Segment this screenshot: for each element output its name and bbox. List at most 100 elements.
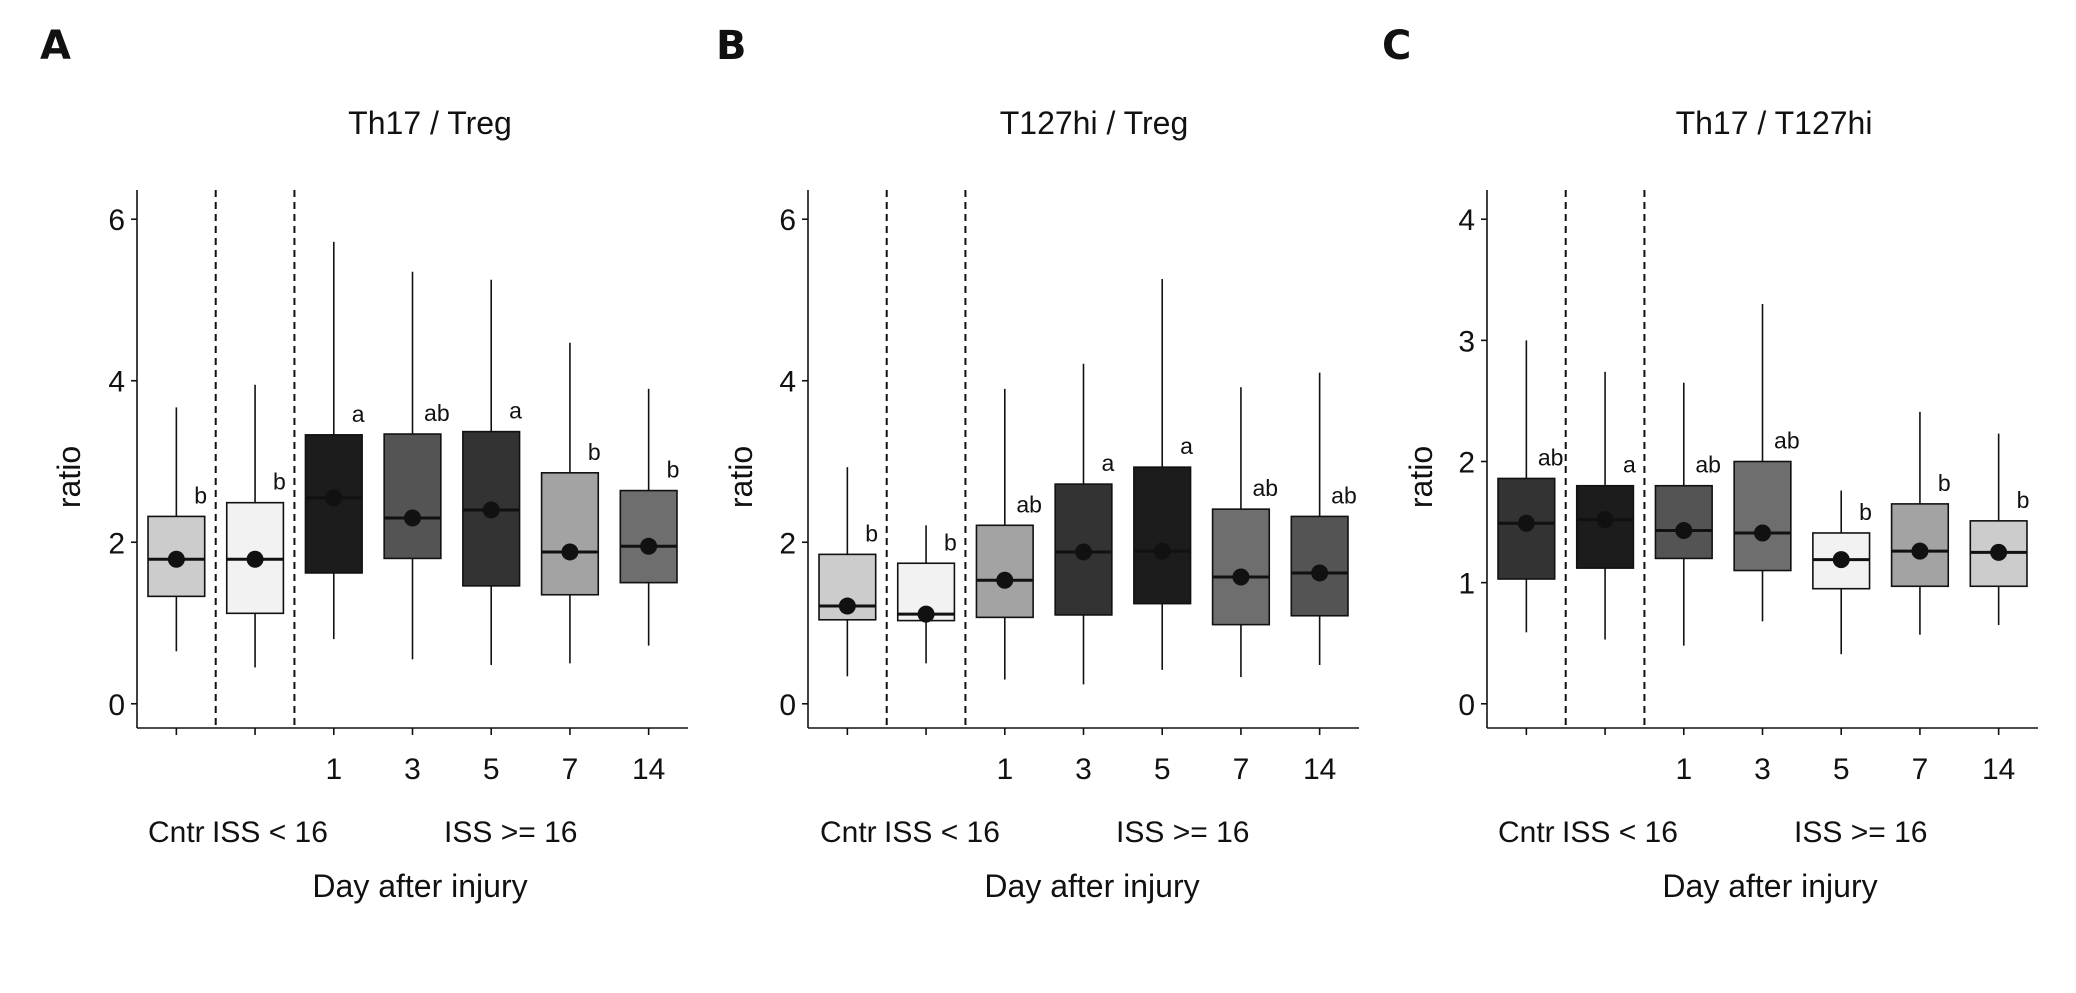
y-tick-label: 4 [108,366,125,399]
iqr-box [1211,508,1271,626]
y-tick-label: 0 [108,689,125,722]
significance-label: ab [1774,428,1800,454]
box-plot: ab [383,271,450,660]
mean-point [1675,522,1693,540]
y-tick-label: 6 [108,204,125,237]
significance-label: a [352,401,365,427]
x-tick-label: 7 [562,753,579,786]
significance-label: a [509,398,522,424]
box-plot: a [1054,363,1114,685]
x-tick-label: 3 [404,753,421,786]
significance-label: ab [1252,475,1278,501]
y-tick-label: 0 [779,689,796,722]
group-label-control: Cntr [1498,816,1555,849]
iqr-box [619,489,678,584]
x-axis-label: Day after injury [984,868,1199,904]
significance-label: ab [1331,482,1357,508]
mean-point [1153,542,1171,560]
box-plot: a [462,279,522,666]
significance-label: a [1623,452,1636,478]
panel-title: T127hi / Treg [1000,105,1189,141]
y-axis-label: ratio [723,446,759,508]
mean-point [1075,543,1092,561]
box-plot: b [619,388,679,646]
mean-point [404,509,421,527]
significance-label: a [1180,433,1193,459]
box-plot: ab [1654,382,1721,646]
mean-point [1517,514,1535,532]
group-label-minor: ISS < 16 [884,816,1000,849]
mean-point [1754,524,1771,542]
box-plot: ab [975,388,1042,680]
y-tick-label: 2 [108,527,125,560]
significance-label: b [273,469,286,495]
y-axis-label: ratio [1403,446,1439,508]
box-plot: a [1575,371,1636,640]
box-plot: ab [1211,387,1278,678]
box-plot: ab [1733,304,1800,622]
y-tick-label: 4 [1458,204,1475,237]
mean-point [561,543,579,561]
mean-point [1232,568,1250,586]
x-axis-label: Day after injury [1662,868,1877,904]
y-tick-label: 3 [1458,325,1475,358]
mean-point [1311,564,1329,582]
x-tick-label: 1 [1675,753,1692,786]
y-tick-label: 0 [1458,689,1475,722]
group-label-major: ISS >= 16 [444,816,577,849]
panel-letter: C [1382,23,1411,69]
x-tick-label: 5 [1833,753,1850,786]
x-tick-label: 7 [1233,753,1250,786]
panel-title: Th17 / T127hi [1676,105,1873,141]
y-tick-label: 1 [1458,568,1475,601]
x-axis-label: Day after injury [312,868,527,904]
plot-area: 0 1 2 3 4 1 3 5 7 14 ab a ab ab b b b [1458,190,2038,786]
x-tick-label: 14 [632,753,665,786]
group-label-minor: ISS < 16 [212,816,328,849]
x-tick-label: 3 [1754,753,1771,786]
mean-point [325,489,343,507]
significance-label: ab [424,400,450,426]
iqr-box [383,433,442,560]
mean-point [1990,543,2008,561]
mean-point [167,550,185,568]
group-label-control: Cntr [148,816,205,849]
group-label-minor: ISS < 16 [1562,816,1678,849]
iqr-box [1133,466,1192,605]
mean-point [996,571,1014,589]
group-label-major: ISS >= 16 [1116,816,1249,849]
box-plot: ab [1290,372,1357,666]
x-tick-label: 3 [1075,753,1092,786]
mean-point [640,537,658,555]
box-plot: b [147,407,207,652]
y-axis-label: ratio [51,446,87,508]
box-plot: b [896,525,957,664]
significance-label: b [944,529,957,555]
x-tick-label: 1 [996,753,1013,786]
x-tick-label: 1 [325,753,342,786]
x-tick-label: 14 [1303,753,1336,786]
mean-point [246,550,264,568]
panel-title: Th17 / Treg [348,105,512,141]
box-plot: b [1812,490,1872,655]
box-plot: b [818,467,878,677]
y-tick-label: 2 [779,527,796,560]
iqr-box [975,524,1034,619]
box-plot: b [1890,411,1951,635]
y-tick-label: 4 [779,366,796,399]
box-plot: ab [1497,340,1564,633]
panel-a: A Th17 / Treg ratio Day after injury Cnt… [40,23,688,904]
significance-label: ab [1016,491,1042,517]
significance-label: ab [1538,444,1564,470]
box-plot: b [540,342,601,664]
group-label-control: Cntr [820,816,877,849]
panel-c: C Th17 / T127hi ratio Day after injury C… [1382,23,2038,904]
mean-point [838,597,856,615]
box-plot: b [1969,433,2029,626]
significance-label: b [1938,470,1951,496]
significance-label: b [194,482,207,508]
panel-b: B T127hi / Treg ratio Day after injury C… [716,23,1359,904]
mean-point [1911,542,1929,560]
